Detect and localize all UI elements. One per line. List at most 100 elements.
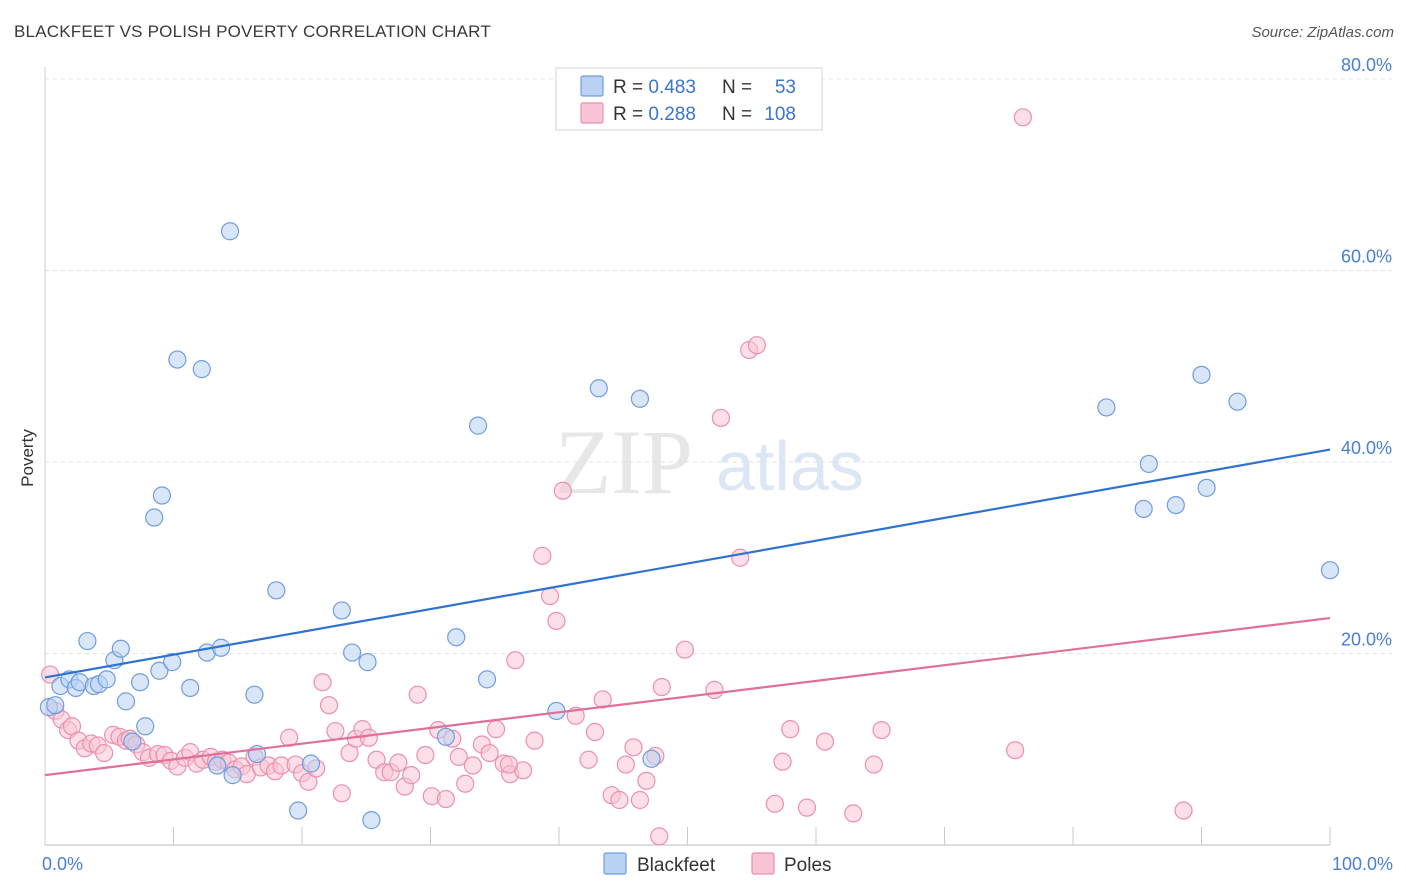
point-poles bbox=[389, 753, 408, 772]
point-blackfeet bbox=[150, 661, 169, 680]
legend: Blackfeet Poles bbox=[603, 852, 832, 876]
point-poles bbox=[553, 481, 572, 500]
point-poles bbox=[773, 752, 792, 771]
data-points bbox=[39, 108, 1340, 846]
point-poles bbox=[616, 755, 635, 774]
point-blackfeet bbox=[163, 653, 182, 672]
trend-line-blackfeet bbox=[44, 448, 1331, 679]
point-blackfeet bbox=[130, 673, 150, 692]
point-poles bbox=[533, 546, 552, 565]
point-blackfeet bbox=[1139, 454, 1158, 474]
point-poles bbox=[624, 738, 643, 757]
point-poles bbox=[637, 771, 656, 790]
point-blackfeet bbox=[589, 379, 608, 398]
point-blackfeet bbox=[289, 801, 308, 820]
point-poles bbox=[815, 732, 835, 751]
point-poles bbox=[797, 798, 817, 817]
stats-box: R = 0.483 N = 53 R = 0.288 N = 108 bbox=[555, 67, 823, 131]
point-poles bbox=[436, 789, 456, 809]
point-blackfeet bbox=[267, 581, 286, 600]
legend-label-poles[interactable]: Poles bbox=[784, 855, 832, 876]
point-blackfeet bbox=[1197, 478, 1216, 497]
point-poles bbox=[547, 611, 566, 631]
point-poles bbox=[844, 804, 863, 823]
point-blackfeet bbox=[78, 631, 97, 651]
point-poles bbox=[313, 673, 332, 692]
point-blackfeet bbox=[152, 486, 172, 505]
point-blackfeet bbox=[1228, 392, 1247, 411]
point-blackfeet bbox=[1320, 561, 1340, 580]
chart-title: BLACKFEET VS POLISH POVERTY CORRELATION … bbox=[14, 22, 491, 41]
svg-text:N =: N = bbox=[722, 104, 752, 125]
svg-text:R = 0.483: R = 0.483 bbox=[613, 77, 696, 98]
point-poles bbox=[319, 696, 339, 715]
stats-r-value-blackfeet: 0.483 bbox=[648, 77, 696, 98]
point-poles bbox=[299, 772, 318, 791]
x-tick-label-min: 0.0% bbox=[42, 854, 83, 874]
legend-swatch-poles[interactable] bbox=[751, 852, 775, 875]
stats-n-value-blackfeet: 53 bbox=[775, 77, 796, 98]
point-poles bbox=[332, 784, 351, 803]
point-poles bbox=[650, 827, 669, 846]
point-blackfeet bbox=[1192, 365, 1211, 384]
x-tick-label-max: 100.0% bbox=[1332, 854, 1393, 874]
point-blackfeet bbox=[301, 754, 321, 773]
watermark-atlas: atlas bbox=[716, 427, 864, 505]
svg-text:N =: N = bbox=[722, 77, 752, 98]
stats-r-label-poles: R = bbox=[613, 104, 648, 125]
point-blackfeet bbox=[358, 653, 377, 672]
stats-n-label-poles: N = bbox=[722, 104, 752, 125]
y-tick-label: 60.0% bbox=[1341, 247, 1392, 267]
trend-line-poles bbox=[44, 616, 1331, 777]
point-poles bbox=[1013, 108, 1032, 127]
point-poles bbox=[525, 731, 544, 750]
y-tick-label: 80.0% bbox=[1341, 55, 1392, 75]
tick-labels: 20.0% 40.0% 60.0% 80.0% 0.0% 100.0% bbox=[42, 55, 1393, 874]
y-tick-label: 20.0% bbox=[1341, 630, 1392, 650]
point-poles bbox=[705, 680, 724, 699]
point-poles bbox=[630, 790, 650, 810]
point-blackfeet bbox=[111, 639, 130, 658]
point-poles bbox=[1006, 741, 1025, 760]
point-poles bbox=[463, 756, 483, 775]
stats-n-value-poles: 108 bbox=[764, 104, 796, 125]
stats-r-value-poles: 0.288 bbox=[648, 104, 696, 125]
point-poles bbox=[675, 640, 695, 659]
point-blackfeet bbox=[642, 749, 661, 768]
point-poles bbox=[95, 743, 114, 763]
point-blackfeet bbox=[136, 717, 155, 736]
svg-text:R = 0.288: R = 0.288 bbox=[613, 104, 696, 125]
point-blackfeet bbox=[168, 350, 187, 369]
legend-swatch-blackfeet[interactable] bbox=[603, 852, 627, 875]
point-blackfeet bbox=[220, 222, 240, 241]
y-axis-label: Poverty bbox=[18, 429, 37, 487]
legend-label-blackfeet[interactable]: Blackfeet bbox=[637, 855, 716, 876]
point-blackfeet bbox=[123, 732, 142, 751]
point-poles bbox=[506, 651, 525, 670]
point-poles bbox=[456, 774, 475, 793]
point-blackfeet bbox=[1097, 398, 1116, 417]
point-blackfeet bbox=[192, 360, 211, 379]
point-blackfeet bbox=[332, 601, 351, 620]
point-poles bbox=[585, 722, 605, 742]
point-blackfeet bbox=[477, 670, 497, 689]
point-poles bbox=[652, 677, 671, 697]
point-poles bbox=[872, 720, 891, 740]
point-poles bbox=[326, 721, 345, 741]
point-poles bbox=[711, 408, 731, 428]
point-poles bbox=[731, 548, 750, 567]
y-tick-label: 40.0% bbox=[1341, 438, 1392, 458]
gridlines bbox=[45, 78, 1392, 654]
point-blackfeet bbox=[145, 508, 164, 527]
point-blackfeet bbox=[1134, 499, 1153, 519]
stats-swatch-blackfeet bbox=[580, 75, 604, 97]
point-poles bbox=[402, 766, 421, 785]
point-blackfeet bbox=[362, 811, 381, 830]
point-blackfeet bbox=[97, 670, 116, 689]
point-poles bbox=[610, 790, 629, 810]
point-poles bbox=[408, 685, 427, 704]
point-poles bbox=[359, 728, 378, 747]
point-blackfeet bbox=[447, 628, 466, 647]
stats-n-label-blackfeet: N = bbox=[722, 77, 752, 98]
